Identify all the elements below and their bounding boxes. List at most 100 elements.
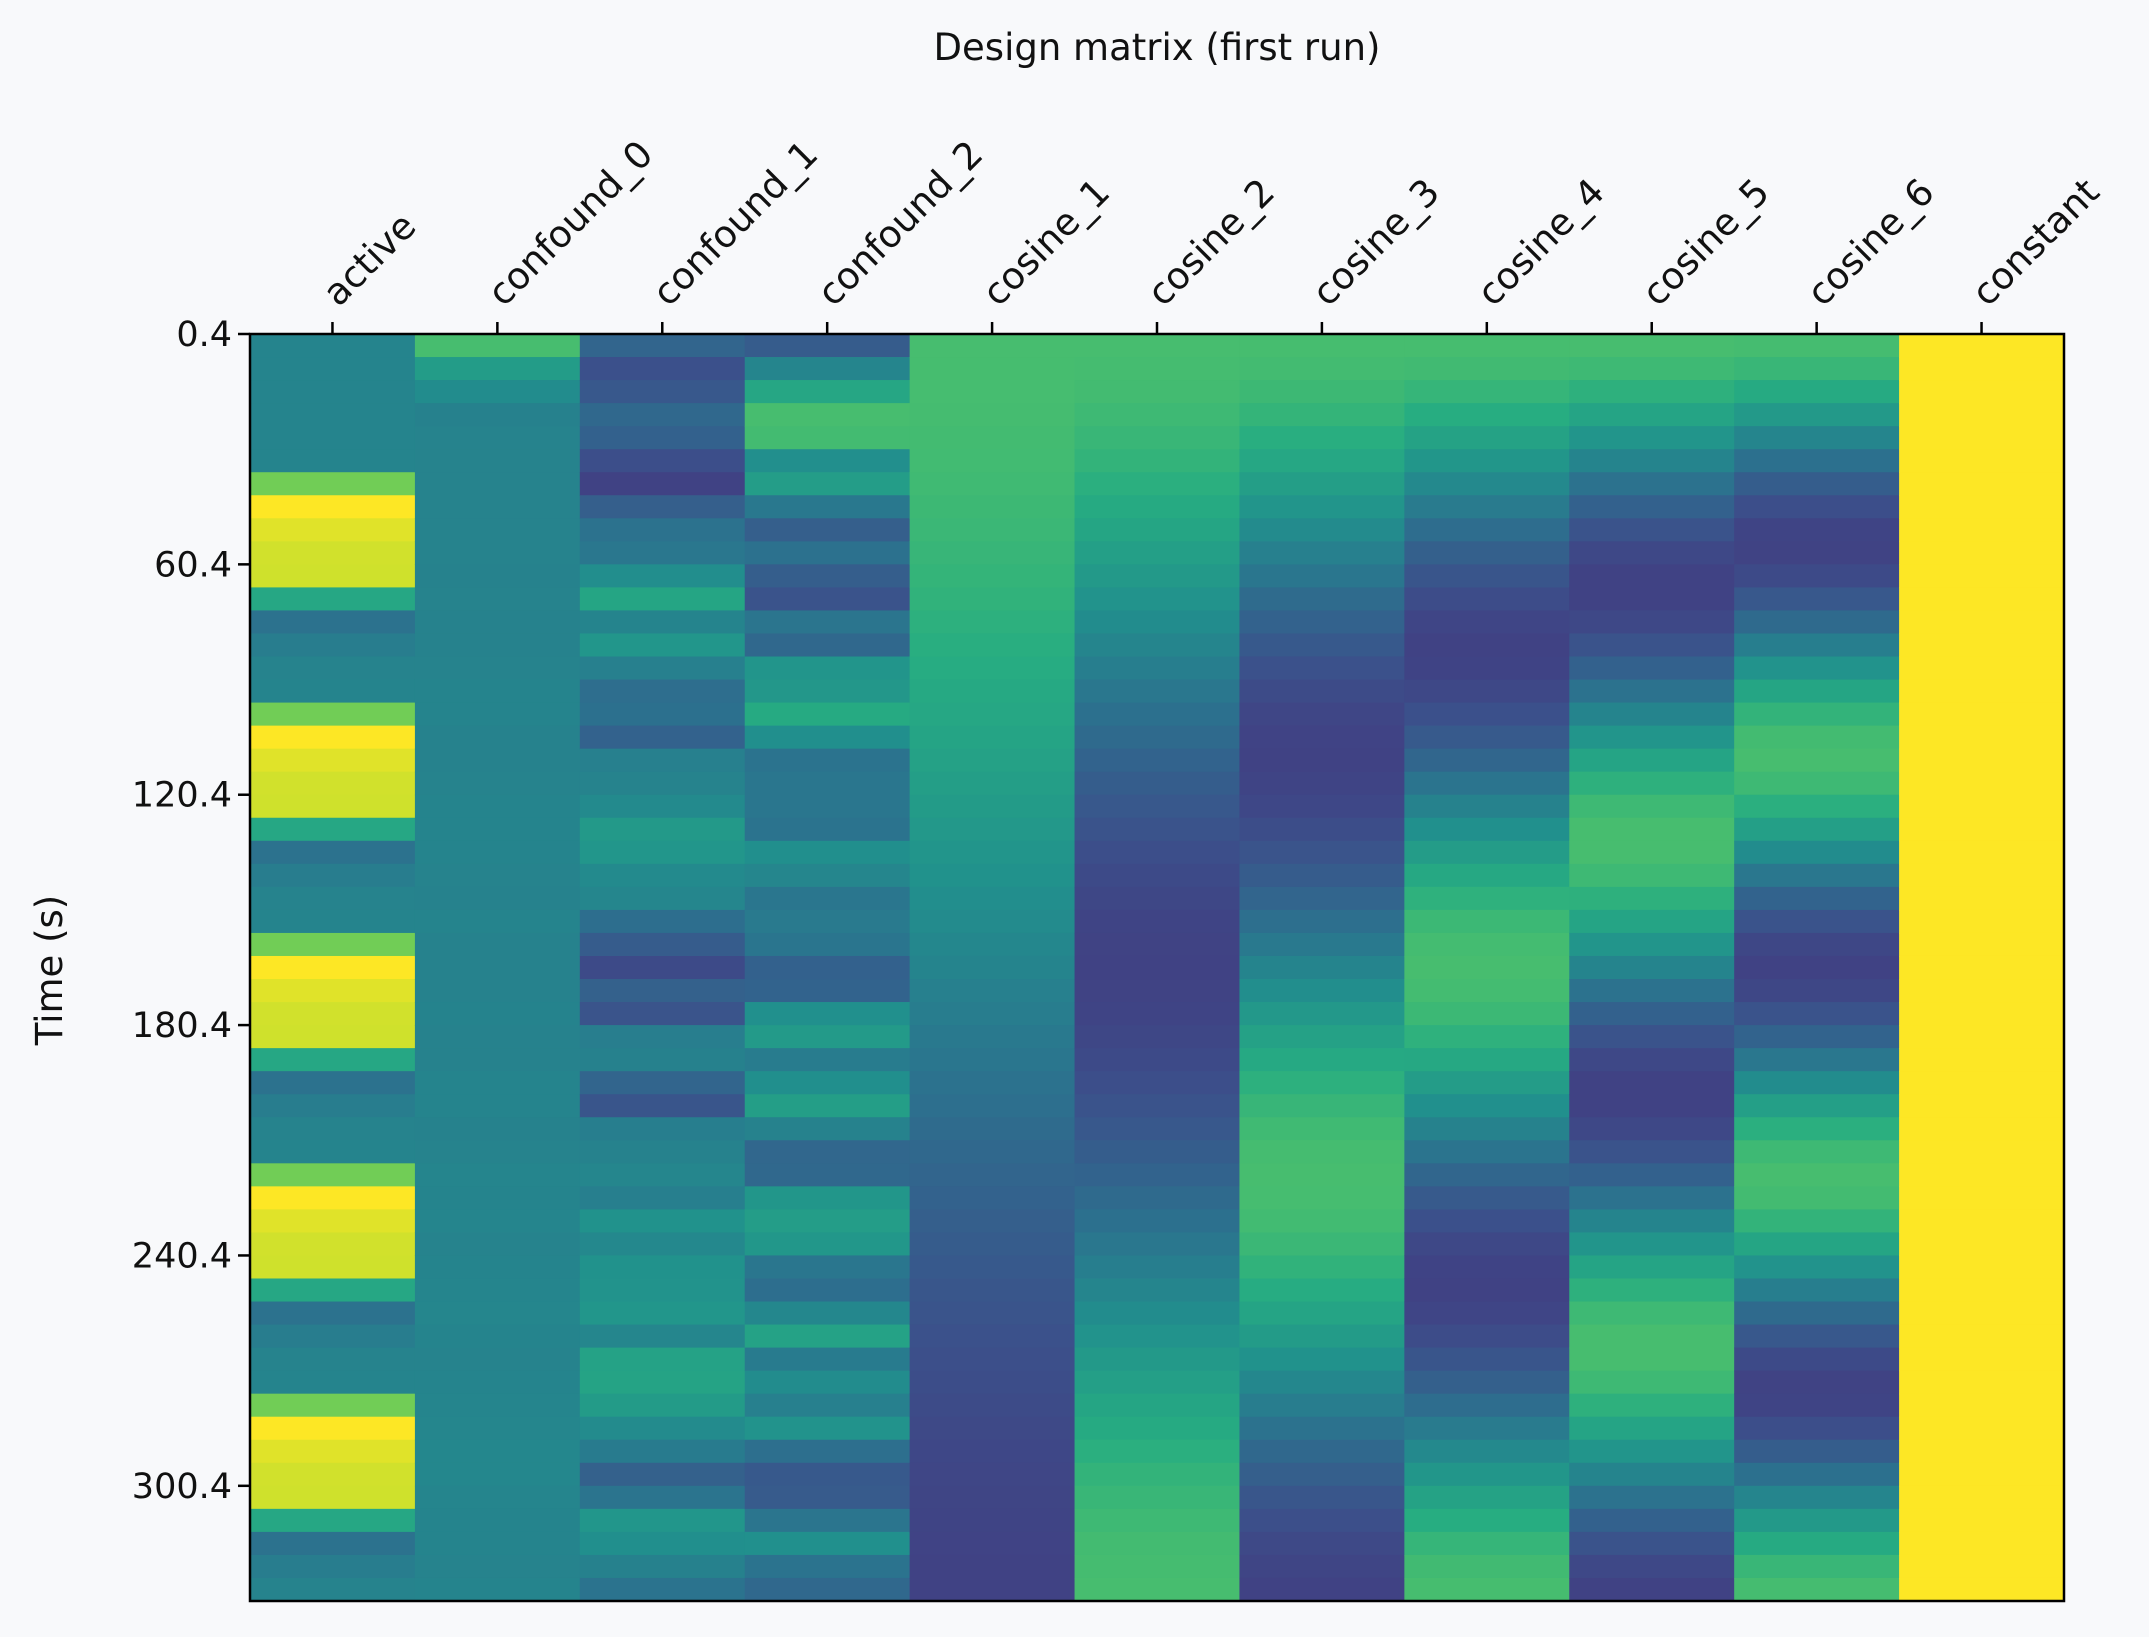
heatmap-cell [579, 748, 746, 773]
heatmap-cell [1899, 610, 2065, 635]
column-label: confound_2 [809, 132, 991, 314]
heatmap-cell [1899, 472, 2065, 496]
heatmap-cell [579, 1278, 746, 1303]
heatmap-cell [744, 679, 911, 704]
heatmap-cell [1569, 886, 1735, 911]
heatmap-cell [1239, 1347, 1405, 1372]
heatmap-cell [744, 725, 911, 750]
heatmap-cell [909, 1140, 1076, 1164]
heatmap-cell [744, 748, 911, 773]
heatmap-cell [1404, 748, 1570, 773]
heatmap-cell [579, 334, 746, 358]
heatmap-cell [579, 449, 746, 473]
heatmap-cell [909, 1002, 1076, 1026]
heatmap-cell [414, 794, 581, 819]
heatmap-cell [250, 656, 416, 681]
heatmap-cell [1569, 1025, 1735, 1049]
heatmap-cell [1569, 794, 1735, 819]
heatmap-cell [1074, 1209, 1241, 1234]
heatmap-cell [1734, 863, 1900, 888]
heatmap-cell [1734, 1393, 1900, 1418]
heatmap-cell [1074, 1577, 1241, 1602]
heatmap-cell [250, 1163, 416, 1187]
heatmap-cell [909, 1163, 1076, 1187]
heatmap-cell [1239, 380, 1405, 404]
heatmap-cell [909, 1301, 1076, 1326]
heatmap-cell [414, 1508, 581, 1533]
heatmap-cell [1569, 426, 1735, 450]
heatmap-cell [250, 1531, 416, 1556]
heatmap-cell [1074, 725, 1241, 750]
heatmap-cell [1074, 817, 1241, 842]
heatmap-cell [909, 1094, 1076, 1118]
heatmap-cell [1404, 610, 1570, 635]
heatmap-cell [1899, 656, 2065, 681]
heatmap-cell [1569, 748, 1735, 773]
heatmap-cell [1569, 380, 1735, 404]
heatmap-cell [1404, 1301, 1570, 1326]
heatmap-cell [1404, 1071, 1570, 1095]
heatmap-cell [1239, 1186, 1405, 1210]
heatmap-cell [414, 1048, 581, 1072]
column-label: confound_1 [644, 132, 826, 314]
heatmap-cell [1074, 1301, 1241, 1326]
heatmap-cell [1404, 1462, 1570, 1487]
heatmap-cell [909, 403, 1076, 427]
heatmap-cell [579, 1140, 746, 1164]
heatmap-cell [744, 932, 911, 957]
heatmap-cell [1734, 610, 1900, 635]
heatmap-cell [1734, 1140, 1900, 1164]
heatmap-cell [1239, 1094, 1405, 1118]
heatmap-cell [414, 1370, 581, 1395]
heatmap-cell [1404, 518, 1570, 542]
heatmap-cell [1074, 1531, 1241, 1556]
heatmap-cell [250, 909, 416, 934]
heatmap-cell [1734, 1186, 1900, 1210]
heatmap-cell [1074, 932, 1241, 957]
heatmap-cell [909, 610, 1076, 635]
heatmap-cell [250, 794, 416, 819]
heatmap-cell [1569, 1117, 1735, 1141]
heatmap-cell [909, 979, 1076, 1003]
heatmap-cell [1569, 1531, 1735, 1556]
heatmap-cell [579, 495, 746, 519]
heatmap-cell [1239, 1025, 1405, 1049]
heatmap-cell [909, 1255, 1076, 1280]
heatmap-cell [414, 979, 581, 1003]
heatmap-cell [1734, 334, 1900, 358]
heatmap-cell [1569, 1485, 1735, 1510]
heatmap-cell [414, 472, 581, 496]
heatmap-cell [1239, 1117, 1405, 1141]
heatmap-cell [1899, 1140, 2065, 1164]
heatmap-cell [250, 472, 416, 496]
heatmap-cell [1239, 1485, 1405, 1510]
heatmap-cell [1899, 1393, 2065, 1418]
heatmap-cell [1404, 1048, 1570, 1072]
heatmap-cell [414, 403, 581, 427]
heatmap-cell [1074, 1025, 1241, 1049]
heatmap-cell [1239, 1554, 1405, 1579]
heatmap-cell [250, 403, 416, 427]
heatmap-cell [414, 1117, 581, 1141]
heatmap-cell [1074, 403, 1241, 427]
heatmap-cell [1074, 357, 1241, 381]
heatmap-cell [1569, 587, 1735, 612]
heatmap-cell [1074, 426, 1241, 450]
heatmap-cell [1734, 1347, 1900, 1372]
heatmap-cell [744, 1002, 911, 1026]
heatmap-cell [1569, 541, 1735, 565]
heatmap-cell [1899, 1531, 2065, 1556]
heatmap-cell [1899, 679, 2065, 704]
heatmap-cell [1569, 334, 1735, 358]
y-tick-label: 60.4 [154, 545, 232, 585]
heatmap-cell [1404, 932, 1570, 957]
heatmap-cell [1074, 1416, 1241, 1441]
heatmap-cell [1404, 1186, 1570, 1210]
heatmap-cell [909, 817, 1076, 842]
heatmap-cell [909, 1324, 1076, 1349]
heatmap-cell [1239, 403, 1405, 427]
heatmap-cell [414, 863, 581, 888]
heatmap-cell [1239, 1163, 1405, 1187]
heatmap-cell [414, 840, 581, 865]
heatmap-cell [909, 794, 1076, 819]
